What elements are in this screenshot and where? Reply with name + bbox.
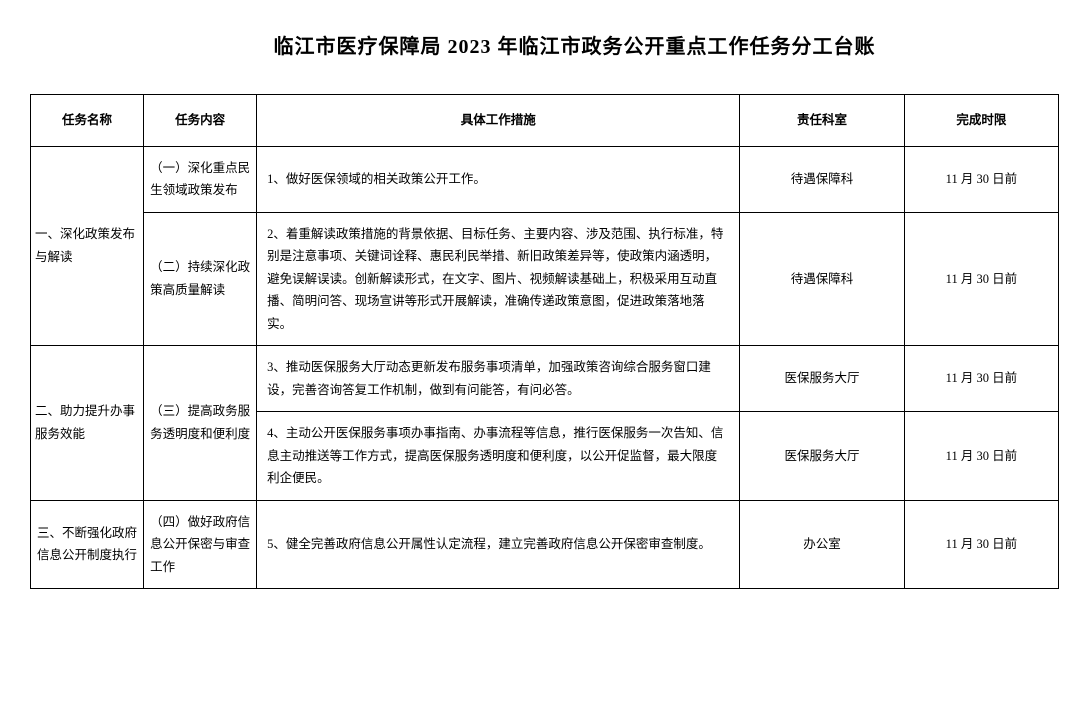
- header-deadline: 完成时限: [904, 95, 1058, 147]
- cell-task-name: 二、助力提升办事服务效能: [31, 346, 144, 501]
- task-table: 任务名称 任务内容 具体工作措施 责任科室 完成时限 一、深化政策发布与解读 （…: [30, 94, 1059, 589]
- header-dept: 责任科室: [740, 95, 904, 147]
- cell-task-name: 三、不断强化政府信息公开制度执行: [31, 500, 144, 589]
- cell-deadline: 11 月 30 日前: [904, 146, 1058, 212]
- header-task-content: 任务内容: [144, 95, 257, 147]
- cell-measure: 2、着重解读政策措施的背景依据、目标任务、主要内容、涉及范围、执行标准，特别是注…: [257, 212, 740, 346]
- cell-task-content: （三）提高政务服务透明度和便利度: [144, 346, 257, 501]
- cell-task-content: （四）做好政府信息公开保密与审查工作: [144, 500, 257, 589]
- page-title: 临江市医疗保障局 2023 年临江市政务公开重点工作任务分工台账: [30, 30, 1059, 59]
- cell-dept: 办公室: [740, 500, 904, 589]
- cell-task-content: （一）深化重点民生领域政策发布: [144, 146, 257, 212]
- cell-dept: 待遇保障科: [740, 212, 904, 346]
- cell-deadline: 11 月 30 日前: [904, 500, 1058, 589]
- cell-measure: 4、主动公开医保服务事项办事指南、办事流程等信息，推行医保服务一次告知、信息主动…: [257, 412, 740, 501]
- cell-measure: 3、推动医保服务大厅动态更新发布服务事项清单，加强政策咨询综合服务窗口建设，完善…: [257, 346, 740, 412]
- cell-task-name: 一、深化政策发布与解读: [31, 146, 144, 346]
- cell-deadline: 11 月 30 日前: [904, 412, 1058, 501]
- cell-task-content: （二）持续深化政策高质量解读: [144, 212, 257, 346]
- cell-deadline: 11 月 30 日前: [904, 212, 1058, 346]
- table-row: 二、助力提升办事服务效能 （三）提高政务服务透明度和便利度 3、推动医保服务大厅…: [31, 346, 1059, 412]
- header-task-name: 任务名称: [31, 95, 144, 147]
- header-measure: 具体工作措施: [257, 95, 740, 147]
- cell-dept: 医保服务大厅: [740, 346, 904, 412]
- cell-measure: 1、做好医保领域的相关政策公开工作。: [257, 146, 740, 212]
- table-row: （二）持续深化政策高质量解读 2、着重解读政策措施的背景依据、目标任务、主要内容…: [31, 212, 1059, 346]
- table-header-row: 任务名称 任务内容 具体工作措施 责任科室 完成时限: [31, 95, 1059, 147]
- cell-dept: 医保服务大厅: [740, 412, 904, 501]
- table-row: 一、深化政策发布与解读 （一）深化重点民生领域政策发布 1、做好医保领域的相关政…: [31, 146, 1059, 212]
- table-row: 三、不断强化政府信息公开制度执行 （四）做好政府信息公开保密与审查工作 5、健全…: [31, 500, 1059, 589]
- cell-dept: 待遇保障科: [740, 146, 904, 212]
- cell-measure: 5、健全完善政府信息公开属性认定流程，建立完善政府信息公开保密审查制度。: [257, 500, 740, 589]
- cell-deadline: 11 月 30 日前: [904, 346, 1058, 412]
